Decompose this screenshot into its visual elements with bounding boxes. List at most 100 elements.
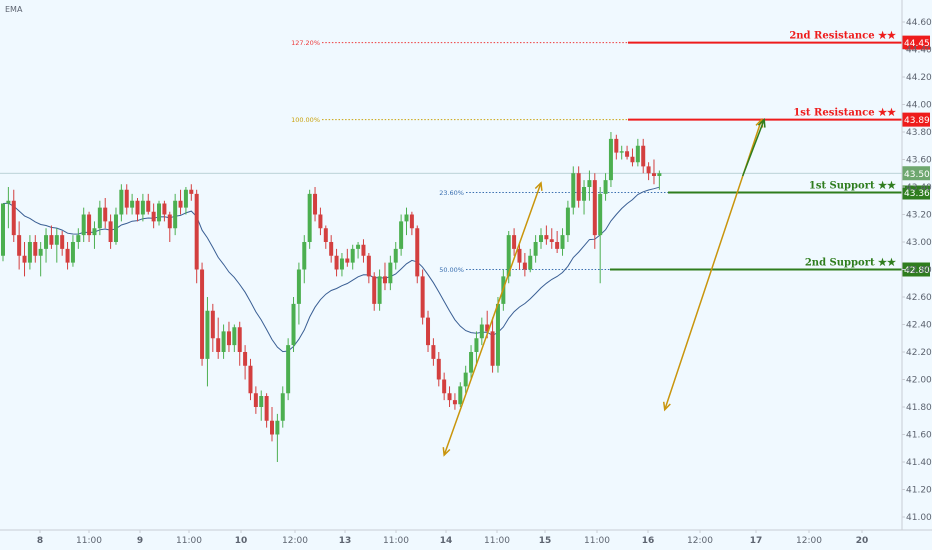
candle-body [603,180,608,194]
candle-body [17,235,22,256]
candle-body [458,386,463,405]
x-tick-label: 15 [539,536,552,546]
candle [92,221,97,249]
y-tick-label: 41.80 [906,403,932,413]
x-tick-label: 20 [856,536,869,546]
candles [1,132,662,462]
candle [323,225,328,249]
candle [442,372,447,401]
candle-body [157,203,162,222]
candle-body [253,393,258,407]
candle [587,170,592,201]
candle-body [345,258,350,263]
candle-body [113,214,118,242]
price-badge-text: 44.45 [904,39,930,49]
candle [135,198,140,222]
candle-body [565,207,570,236]
candle-body [92,228,97,236]
x-tick-label: 11:00 [584,536,610,546]
y-tick-label: 41.60 [906,431,932,441]
candle [54,228,59,263]
candle-body [625,151,630,157]
y-tick-label: 44.00 [906,101,932,111]
candle-body [167,214,172,229]
candle-body [194,193,199,270]
price-badge [902,185,930,200]
x-tick-label: 12:00 [282,536,308,546]
price-badge-text: 43.89 [904,116,930,126]
y-axis[interactable]: 41.00 41.20 41.40 41.60 41.80 42.00 42.20 42.40… [901,0,932,530]
candle [216,317,221,359]
candle-body [210,310,215,339]
y-tick-label: 42.60 [906,293,932,303]
level-second-support[interactable]: 2nd Support ★★ 42.80 [610,258,930,277]
candle [592,173,597,249]
level-label: 2nd Resistance ★★ [789,31,896,42]
arrow-head [534,181,543,191]
candle [313,187,318,222]
candle [361,239,366,263]
candle-body [33,242,38,256]
candle-body [630,156,635,163]
candle [76,228,81,249]
candle [555,231,560,253]
candle-body [135,200,140,215]
candle [6,187,11,229]
candle [248,358,253,401]
candle [657,170,662,190]
candle-body [490,331,495,366]
candle [625,145,630,160]
candle [194,189,199,284]
swing-arrow[interactable] [442,181,543,457]
candle [399,214,404,256]
candle [189,184,194,201]
candle [280,386,285,428]
candle-body [382,276,387,284]
candle [130,193,135,215]
fib-label: 50.00% [439,266,464,274]
candle-body [592,180,597,236]
candle [329,235,334,263]
candle [404,207,409,236]
level-first-resistance[interactable]: 1st Resistance ★★ 43.89 [628,108,930,127]
candle-body [76,235,81,242]
candle [447,386,452,407]
y-tick-label: 43.80 [906,128,932,138]
candle [108,214,113,249]
candle [458,382,463,407]
candle [205,297,210,387]
candle-body [495,303,500,366]
x-tick-label: 12:00 [687,536,713,546]
candle-body [463,372,468,387]
candle-body [237,327,242,352]
candle-body [44,235,49,249]
candle [33,235,38,263]
candle-body [571,173,576,208]
candle-body [286,345,291,394]
candle-body [506,235,511,277]
candle [426,310,431,352]
x-tick-label: 13 [339,536,352,546]
price-badge-text: 42.80 [904,266,930,276]
level-second-resistance[interactable]: 2nd Resistance ★★ 44.45 [628,31,930,50]
candle [539,228,543,249]
candle [469,345,474,380]
candle [334,248,339,277]
candle [264,393,269,428]
target-arrow[interactable] [741,118,766,177]
price-badge [902,112,930,127]
x-axis[interactable]: 8 11:00 9 11:00 10 12:00 13 11:00 14 11:00 15 11:00… [0,529,932,546]
level-label: 1st Resistance ★★ [793,108,896,119]
level-first-support[interactable]: 1st Support ★★ 43.36 [668,181,930,200]
candle-body [173,200,178,229]
candle-body [313,193,318,215]
candle [302,235,307,284]
indicator-label[interactable]: EMA [5,5,23,14]
candle-body [323,228,328,242]
candle [463,365,468,394]
candle-body [296,269,301,304]
candle [146,193,151,215]
candle-body [318,214,323,229]
